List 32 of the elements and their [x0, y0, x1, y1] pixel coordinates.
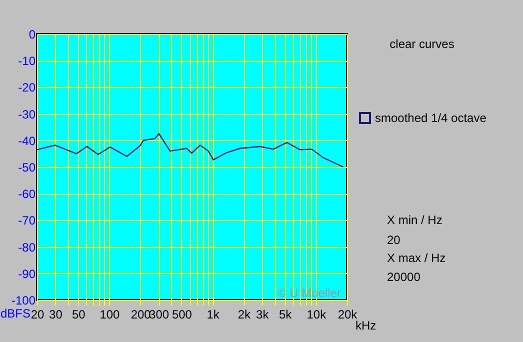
y-tick-label: -100	[11, 294, 36, 308]
x-tick-label: 30	[49, 308, 63, 322]
x-tick-label: 20k	[338, 308, 358, 322]
x-tick-label: 300	[149, 308, 170, 322]
y-tick-label: -40	[18, 134, 36, 148]
x-tick-label: 3k	[256, 308, 270, 322]
x-axis-title: kHz	[356, 318, 376, 332]
text: 20	[387, 233, 401, 247]
x-tick-label: 500	[172, 308, 192, 322]
x-tick-label: 50	[72, 308, 86, 322]
x-tick-label: 1k	[206, 308, 220, 322]
y-tick-label: -50	[18, 160, 36, 174]
text: X max / Hz	[387, 251, 446, 265]
x-tick-label: 2k	[238, 308, 252, 322]
text: 20000	[387, 270, 421, 284]
x-tick-label: 20	[30, 308, 44, 322]
y-tick-label: -60	[18, 187, 36, 202]
x-tick-label: 200	[130, 308, 152, 322]
legend-label: smoothed 1/4 octave	[375, 111, 487, 125]
y-tick-label: -30	[18, 107, 36, 122]
x-tick-label: 10k	[306, 308, 328, 322]
text: X min / Hz	[387, 213, 442, 227]
y-tick-label: -70	[18, 214, 36, 228]
text: clear curves	[390, 37, 454, 51]
y-tick-label: -90	[18, 266, 36, 281]
y-axis-title: dBFS	[0, 306, 31, 320]
y-tick-label: -10	[18, 54, 36, 68]
y-tick-label: -80	[18, 240, 36, 254]
x-tick-label: 100	[100, 308, 120, 322]
y-tick-label: 0	[28, 28, 36, 42]
x-tick-label: 5k	[278, 308, 293, 322]
y-tick-label: -20	[18, 80, 36, 95]
